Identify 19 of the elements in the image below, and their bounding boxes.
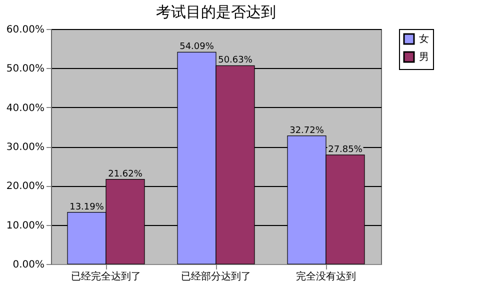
chart-title: 考试目的是否达到	[156, 3, 276, 21]
x-tick-label: 已经完全达到了	[71, 270, 141, 282]
y-tick-label: 10.00%	[6, 220, 44, 232]
y-tick-label: 20.00%	[6, 181, 44, 192]
legend-label: 男	[419, 52, 429, 63]
x-tick-label: 完全没有达到	[296, 270, 356, 282]
legend-label: 女	[419, 33, 429, 45]
data-label: 13.19%	[70, 202, 104, 212]
data-label: 54.09%	[180, 42, 214, 52]
data-label: 27.85%	[328, 144, 363, 155]
y-tick-label: 0.00%	[12, 260, 44, 270]
y-tick-label: 30.00%	[6, 142, 44, 153]
y-tick-label: 40.00%	[6, 102, 44, 114]
data-label: 32.72%	[290, 126, 324, 136]
y-tick-label: 50.00%	[6, 64, 44, 75]
x-tick-label: 已经部分达到了	[181, 270, 251, 282]
data-label: 50.63%	[218, 56, 253, 66]
data-label: 21.62%	[108, 169, 143, 180]
y-tick-label: 60.00%	[6, 24, 44, 36]
